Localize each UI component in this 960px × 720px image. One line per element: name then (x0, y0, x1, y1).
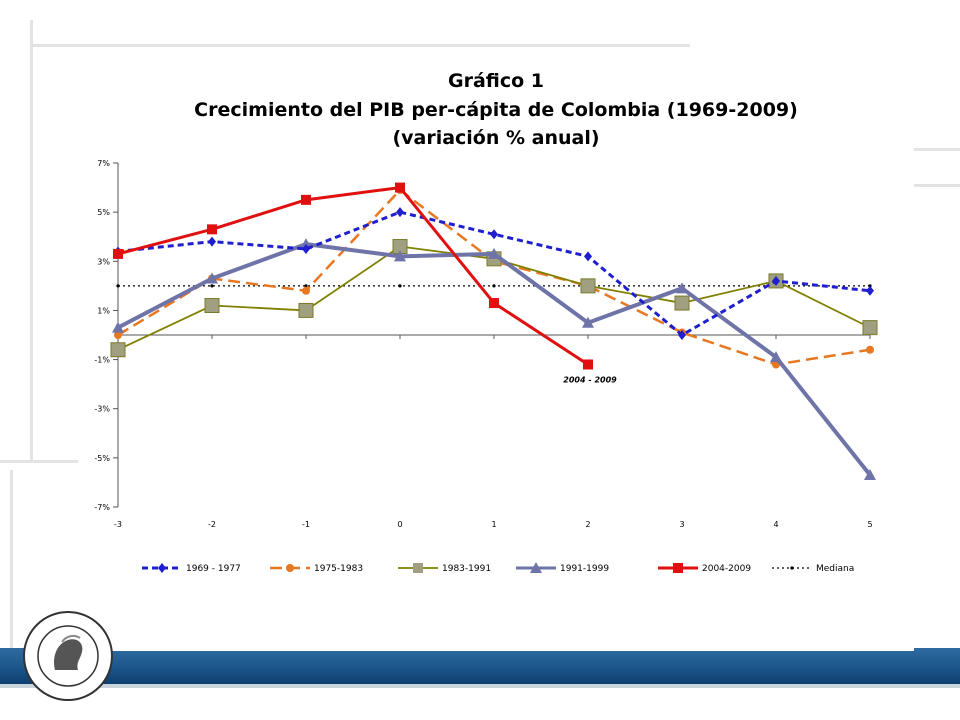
data-point (676, 282, 688, 294)
x-tick-label: 0 (397, 520, 402, 529)
data-point (583, 359, 593, 370)
frame-line (914, 184, 960, 187)
y-tick-label: 7% (97, 159, 110, 168)
data-point (114, 331, 122, 339)
data-point (395, 182, 405, 193)
x-tick-label: -3 (114, 520, 122, 529)
data-point (204, 298, 220, 314)
data-point (112, 321, 124, 333)
frame-line (0, 460, 78, 463)
data-point (864, 469, 876, 481)
legend-label: 1983-1991 (442, 564, 491, 574)
legend-label: 1975-1983 (314, 564, 363, 574)
bank-logo (23, 611, 113, 701)
data-point (298, 302, 314, 318)
x-tick-label: -1 (302, 520, 310, 529)
data-point (208, 236, 216, 247)
y-tick-label: 5% (97, 208, 110, 217)
data-point (584, 251, 592, 262)
footer-band-shadow (0, 684, 960, 688)
data-point (673, 563, 683, 573)
chart-subtitle-units: (variación % anual) (392, 127, 600, 149)
data-point (398, 284, 402, 288)
legend-label: 1991-1999 (560, 564, 609, 574)
data-point (286, 564, 294, 572)
y-tick-label: -7% (94, 503, 110, 512)
series-line (117, 186, 589, 366)
y-tick-label: -5% (94, 454, 110, 463)
legend-label: 2004-2009 (702, 564, 751, 574)
x-tick-label: 1 (491, 520, 496, 529)
data-point (113, 248, 123, 259)
data-point (301, 194, 311, 205)
data-point (490, 229, 498, 240)
data-point (488, 247, 500, 259)
data-point (158, 563, 166, 573)
data-point (396, 207, 404, 218)
x-tick-label: -2 (208, 520, 216, 529)
data-point (674, 295, 690, 311)
data-point (207, 224, 217, 235)
data-point (772, 275, 780, 286)
frame-line (10, 470, 13, 650)
data-point (413, 563, 423, 573)
data-point (304, 284, 308, 288)
data-point (866, 345, 874, 354)
data-point (394, 250, 406, 262)
line-chart: 7% 5% 3% 1% -1% -3% -5% -7% -3 -2 -1 0 1 2 3 4 5 2004 - 2… (94, 159, 878, 574)
data-point (210, 284, 214, 288)
chart-subtitle: Crecimiento del PIB per-cápita de Colomb… (194, 99, 798, 121)
y-tick-label: -1% (94, 356, 110, 365)
data-point (116, 284, 120, 288)
data-point (302, 286, 310, 295)
series-line (117, 242, 872, 477)
legend-label: Mediana (816, 564, 854, 574)
y-tick-label: -3% (94, 405, 110, 414)
footer-band (0, 648, 960, 684)
data-point (678, 330, 686, 340)
x-tick-label: 5 (867, 520, 872, 529)
frame-line (30, 20, 33, 460)
data-point (790, 566, 794, 570)
x-tick-label: 2 (585, 520, 590, 529)
x-tick-label: 4 (773, 520, 778, 529)
data-point (489, 298, 499, 309)
series-line (117, 210, 871, 337)
data-point (492, 284, 496, 288)
data-point (866, 285, 874, 296)
data-point (206, 272, 218, 284)
data-point (530, 562, 542, 573)
x-tick-label: 3 (679, 520, 684, 529)
frame-line (914, 148, 960, 151)
y-tick-label: 3% (97, 257, 110, 266)
data-point (302, 244, 310, 254)
data-point (770, 351, 782, 363)
legend-label: 1969 - 1977 (186, 564, 241, 574)
y-tick-label: 1% (97, 306, 110, 315)
chart-title: Gráfico 1 (447, 70, 545, 92)
frame-line (30, 44, 690, 47)
data-point (110, 342, 126, 358)
data-point (580, 278, 596, 294)
chart-annotation: 2004 - 2009 (563, 375, 617, 384)
data-point (582, 316, 594, 328)
data-point (862, 320, 878, 336)
chart-panel: 7% 5% 3% 1% -1% -3% -5% -7% -3 -2 -1 0 1 2 3 4 5 2004 - 2… (78, 55, 914, 651)
